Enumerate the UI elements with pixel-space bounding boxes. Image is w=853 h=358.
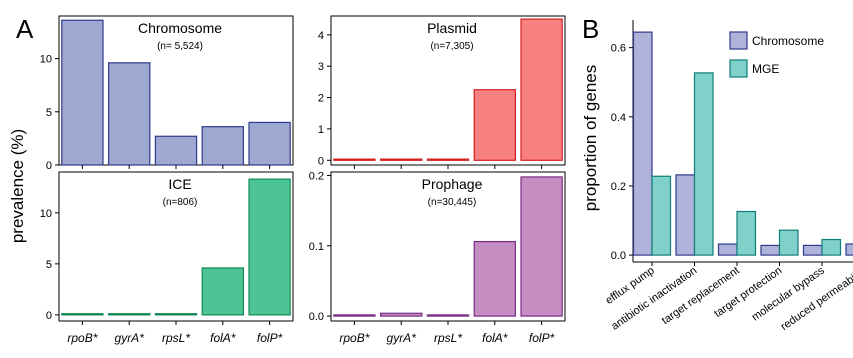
facet-4-bar	[380, 312, 423, 317]
facet-2-bar	[473, 89, 516, 161]
facet-4-title: Prophage	[422, 176, 483, 192]
panel-b-xtick-label: molecular bypass	[750, 264, 827, 323]
facet-3-xtick-label: gyrA*	[115, 331, 145, 345]
panel-b-bar-chromosome	[632, 31, 653, 256]
panel-a-ylabel: prevalence (%)	[8, 129, 27, 243]
panel-b-xtick-label: target replacement	[660, 265, 742, 327]
facet-4-ytick-label: 0.0	[309, 311, 324, 323]
panel-b-bar-chromosome	[760, 244, 781, 256]
facet-4-xtick-label: rpoB*	[339, 331, 369, 345]
panel-a-letter: A	[16, 14, 34, 44]
facet-2-subtitle: (n=7,305)	[430, 41, 473, 52]
facet-4-xtick-label: folP*	[529, 331, 555, 345]
legend-label-mge: MGE	[752, 62, 779, 76]
facet-1-bar	[61, 19, 104, 166]
facet-3-ytick-label: 0	[46, 310, 52, 322]
panel-b-ylabel: proportion of genes	[581, 65, 600, 212]
legend-swatch-mge	[729, 59, 748, 78]
facet-2-title: Plasmid	[427, 20, 477, 36]
facet-4-ytick-label: 0.2	[309, 171, 324, 183]
panel-b-bar-chromosome	[802, 244, 823, 256]
facet-3-subtitle: (n=806)	[163, 197, 198, 208]
facet-3-xtick-label: rpsL*	[162, 331, 190, 345]
facet-3-bar	[108, 313, 151, 316]
facet-2-ytick-label: 3	[318, 61, 324, 73]
facet-4-subtitle: (n=30,445)	[428, 197, 477, 208]
panel-b-bar-mge	[651, 175, 672, 256]
legend-label-chromosome: Chromosome	[752, 34, 824, 48]
facet-1-bar	[248, 121, 291, 166]
panel-b-bar-mge	[736, 210, 757, 256]
facet-3-xtick-label: folA*	[210, 331, 236, 345]
facet-2-bar	[426, 158, 470, 161]
panel-b-bar-chromosome	[717, 243, 738, 256]
facet-3-ytick-label: 10	[40, 208, 52, 220]
facet-2-ytick-label: 2	[318, 93, 324, 105]
panel-b-bar-mge	[821, 238, 842, 256]
facet-4-xtick-label: rpsL*	[434, 331, 462, 345]
panel-b-ytick-label: 0.0	[611, 250, 626, 262]
facet-3-xtick-label: folP*	[257, 331, 283, 345]
panel-b-letter: B	[582, 14, 599, 44]
facet-2-bar	[520, 18, 563, 161]
legend-swatch-chromosome	[729, 31, 748, 50]
panel-b-ytick-label: 0.2	[611, 181, 626, 193]
facet-2-ytick-label: 1	[318, 124, 324, 136]
facet-2-bar	[380, 158, 423, 161]
panel-b-bar-chromosome	[845, 243, 853, 256]
facet-2-ytick-label: 4	[318, 30, 324, 42]
facet-4-bar	[473, 240, 516, 317]
facet-4-bar	[426, 314, 470, 317]
facet-1-ytick-label: 10	[40, 54, 52, 66]
panel-b-ytick-label: 0.6	[611, 43, 626, 55]
facet-1-ytick-label: 0	[46, 160, 52, 172]
facet-3-bar	[61, 313, 104, 316]
plot-layer: 0 5 10 Chromosome (n= 5,524) 0 1 2 3 4 Plasmid (n=7…	[40, 15, 853, 345]
facet-1-bar	[108, 62, 151, 166]
facet-3-bar	[154, 313, 198, 316]
facet-1-bar	[154, 135, 198, 166]
panel-b-ytick-label: 0.4	[611, 112, 626, 124]
facet-3-bar	[201, 267, 244, 316]
facet-3-title: ICE	[168, 176, 191, 192]
facet-4-xtick-label: gyrA*	[387, 331, 417, 345]
facet-3-xtick-label: rpoB*	[67, 331, 97, 345]
facet-4-bar	[333, 314, 376, 317]
panel-b-bar-mge	[693, 72, 714, 256]
facet-1-ytick-label: 5	[46, 107, 52, 119]
facet-1-subtitle: (n= 5,524)	[157, 41, 203, 52]
panel-b-bar-mge	[778, 229, 799, 256]
facet-1-bar	[201, 126, 244, 166]
facet-2-ytick-label: 0	[318, 155, 324, 167]
facet-3-bar	[248, 178, 291, 316]
facet-2-bar	[333, 158, 376, 161]
facet-3-ytick-label: 5	[46, 259, 52, 271]
facet-4-bar	[520, 176, 563, 317]
facet-1-title: Chromosome	[138, 20, 222, 36]
facet-4-ytick-label: 0.1	[309, 241, 324, 253]
facet-4-xtick-label: folA*	[482, 331, 508, 345]
panel-b-bar-chromosome	[675, 174, 696, 256]
